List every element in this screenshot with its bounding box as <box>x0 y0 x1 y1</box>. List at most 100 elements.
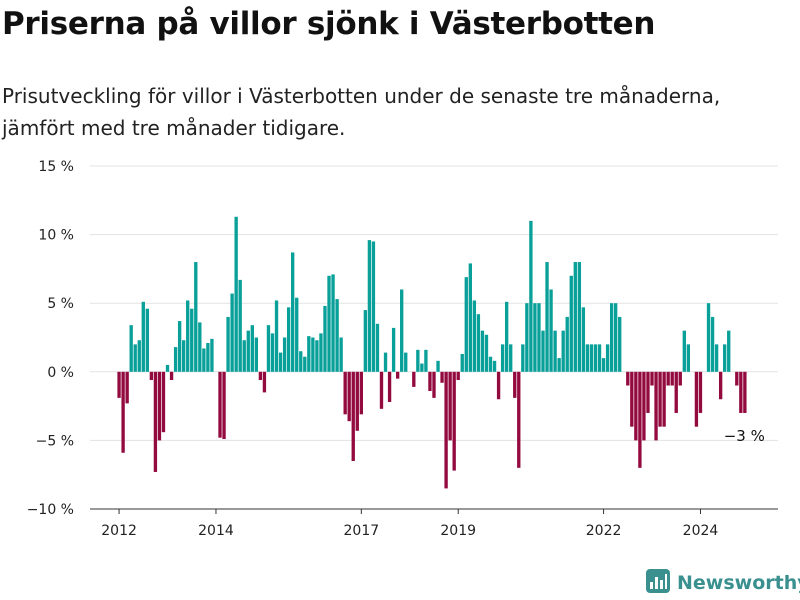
bar <box>714 344 719 372</box>
bar <box>198 322 202 372</box>
bar <box>177 321 182 372</box>
bar <box>351 371 355 461</box>
bar <box>452 371 456 471</box>
bar <box>529 220 533 372</box>
bar <box>323 305 327 372</box>
bar <box>129 325 133 372</box>
bar <box>678 371 682 386</box>
bar <box>509 344 513 372</box>
bar <box>496 371 501 400</box>
bar <box>601 358 606 372</box>
bar <box>395 371 400 379</box>
brand-name: Newsworthy <box>677 572 800 594</box>
bar <box>331 274 335 372</box>
bars <box>117 216 747 489</box>
chart-subtitle: Prisutveckling för villor i Västerbotten… <box>2 84 721 140</box>
bar <box>674 371 678 413</box>
bar <box>476 314 481 372</box>
bar <box>436 360 440 372</box>
bar <box>698 371 703 413</box>
bar <box>165 364 170 372</box>
bar <box>359 371 363 415</box>
bar <box>569 275 573 372</box>
bar <box>432 371 436 398</box>
bar <box>303 356 307 372</box>
x-tick-label: 2014 <box>198 523 234 539</box>
bar <box>145 308 149 372</box>
bar <box>327 275 331 372</box>
x-tick-label: 2017 <box>344 523 380 539</box>
bar <box>541 330 545 372</box>
bar <box>448 371 452 441</box>
bar <box>218 371 222 438</box>
bar <box>500 344 505 372</box>
bar <box>484 334 489 372</box>
bar <box>238 279 242 372</box>
y-axis-ticks: 15 % 10 % 5 % 0 % −5 % −10 % <box>27 159 74 518</box>
bar <box>537 303 541 372</box>
bar <box>258 371 263 381</box>
bar <box>404 352 408 372</box>
x-axis-ticks: 2012 2014 2017 2019 2022 2024 <box>101 509 718 539</box>
bar <box>464 277 468 372</box>
bar <box>169 371 174 381</box>
bar <box>295 297 299 372</box>
newsworthy-logo-icon <box>645 568 671 598</box>
bar <box>230 293 234 372</box>
bar <box>206 342 210 372</box>
bar <box>282 337 287 372</box>
bar <box>371 241 376 372</box>
bar <box>270 333 275 372</box>
bar <box>472 300 477 372</box>
bar <box>565 316 569 372</box>
bar <box>299 351 303 372</box>
x-tick-label: 2022 <box>586 523 622 539</box>
y-tick-label: −10 % <box>27 502 74 518</box>
bar <box>492 360 497 372</box>
y-tick-label: −5 % <box>36 433 74 449</box>
bar <box>286 307 291 372</box>
y-tick-label: 15 % <box>38 159 74 175</box>
bar <box>424 349 428 372</box>
bar <box>149 371 154 381</box>
bar <box>161 371 166 433</box>
bar <box>416 349 420 372</box>
bar <box>666 371 670 386</box>
bar <box>646 371 650 413</box>
bar <box>658 371 662 427</box>
bar <box>609 303 614 372</box>
bar <box>513 371 517 398</box>
bar <box>182 340 186 372</box>
bar <box>121 371 125 453</box>
bar <box>355 371 359 431</box>
bar <box>444 371 448 489</box>
bar <box>654 371 658 441</box>
bar <box>194 262 198 372</box>
bar <box>202 348 206 372</box>
bar <box>307 336 311 372</box>
bar <box>488 356 493 372</box>
bar <box>723 344 727 372</box>
bar <box>440 371 444 383</box>
bar <box>274 300 279 372</box>
x-tick-label: 2012 <box>101 523 137 539</box>
bar <box>533 303 537 372</box>
bar <box>125 371 129 404</box>
bar <box>593 344 598 372</box>
bar <box>638 371 642 468</box>
bar <box>553 330 557 372</box>
bar <box>291 252 295 372</box>
bar <box>246 330 250 372</box>
bar <box>242 340 246 372</box>
bar <box>379 371 384 409</box>
bar <box>367 240 372 372</box>
bar <box>153 371 158 472</box>
bar <box>626 371 630 386</box>
bar <box>739 371 743 413</box>
bar <box>363 310 368 372</box>
bar <box>468 263 472 372</box>
bar <box>662 371 666 427</box>
bar <box>504 301 509 372</box>
x-tick-label: 2024 <box>683 523 719 539</box>
bar <box>521 344 525 372</box>
